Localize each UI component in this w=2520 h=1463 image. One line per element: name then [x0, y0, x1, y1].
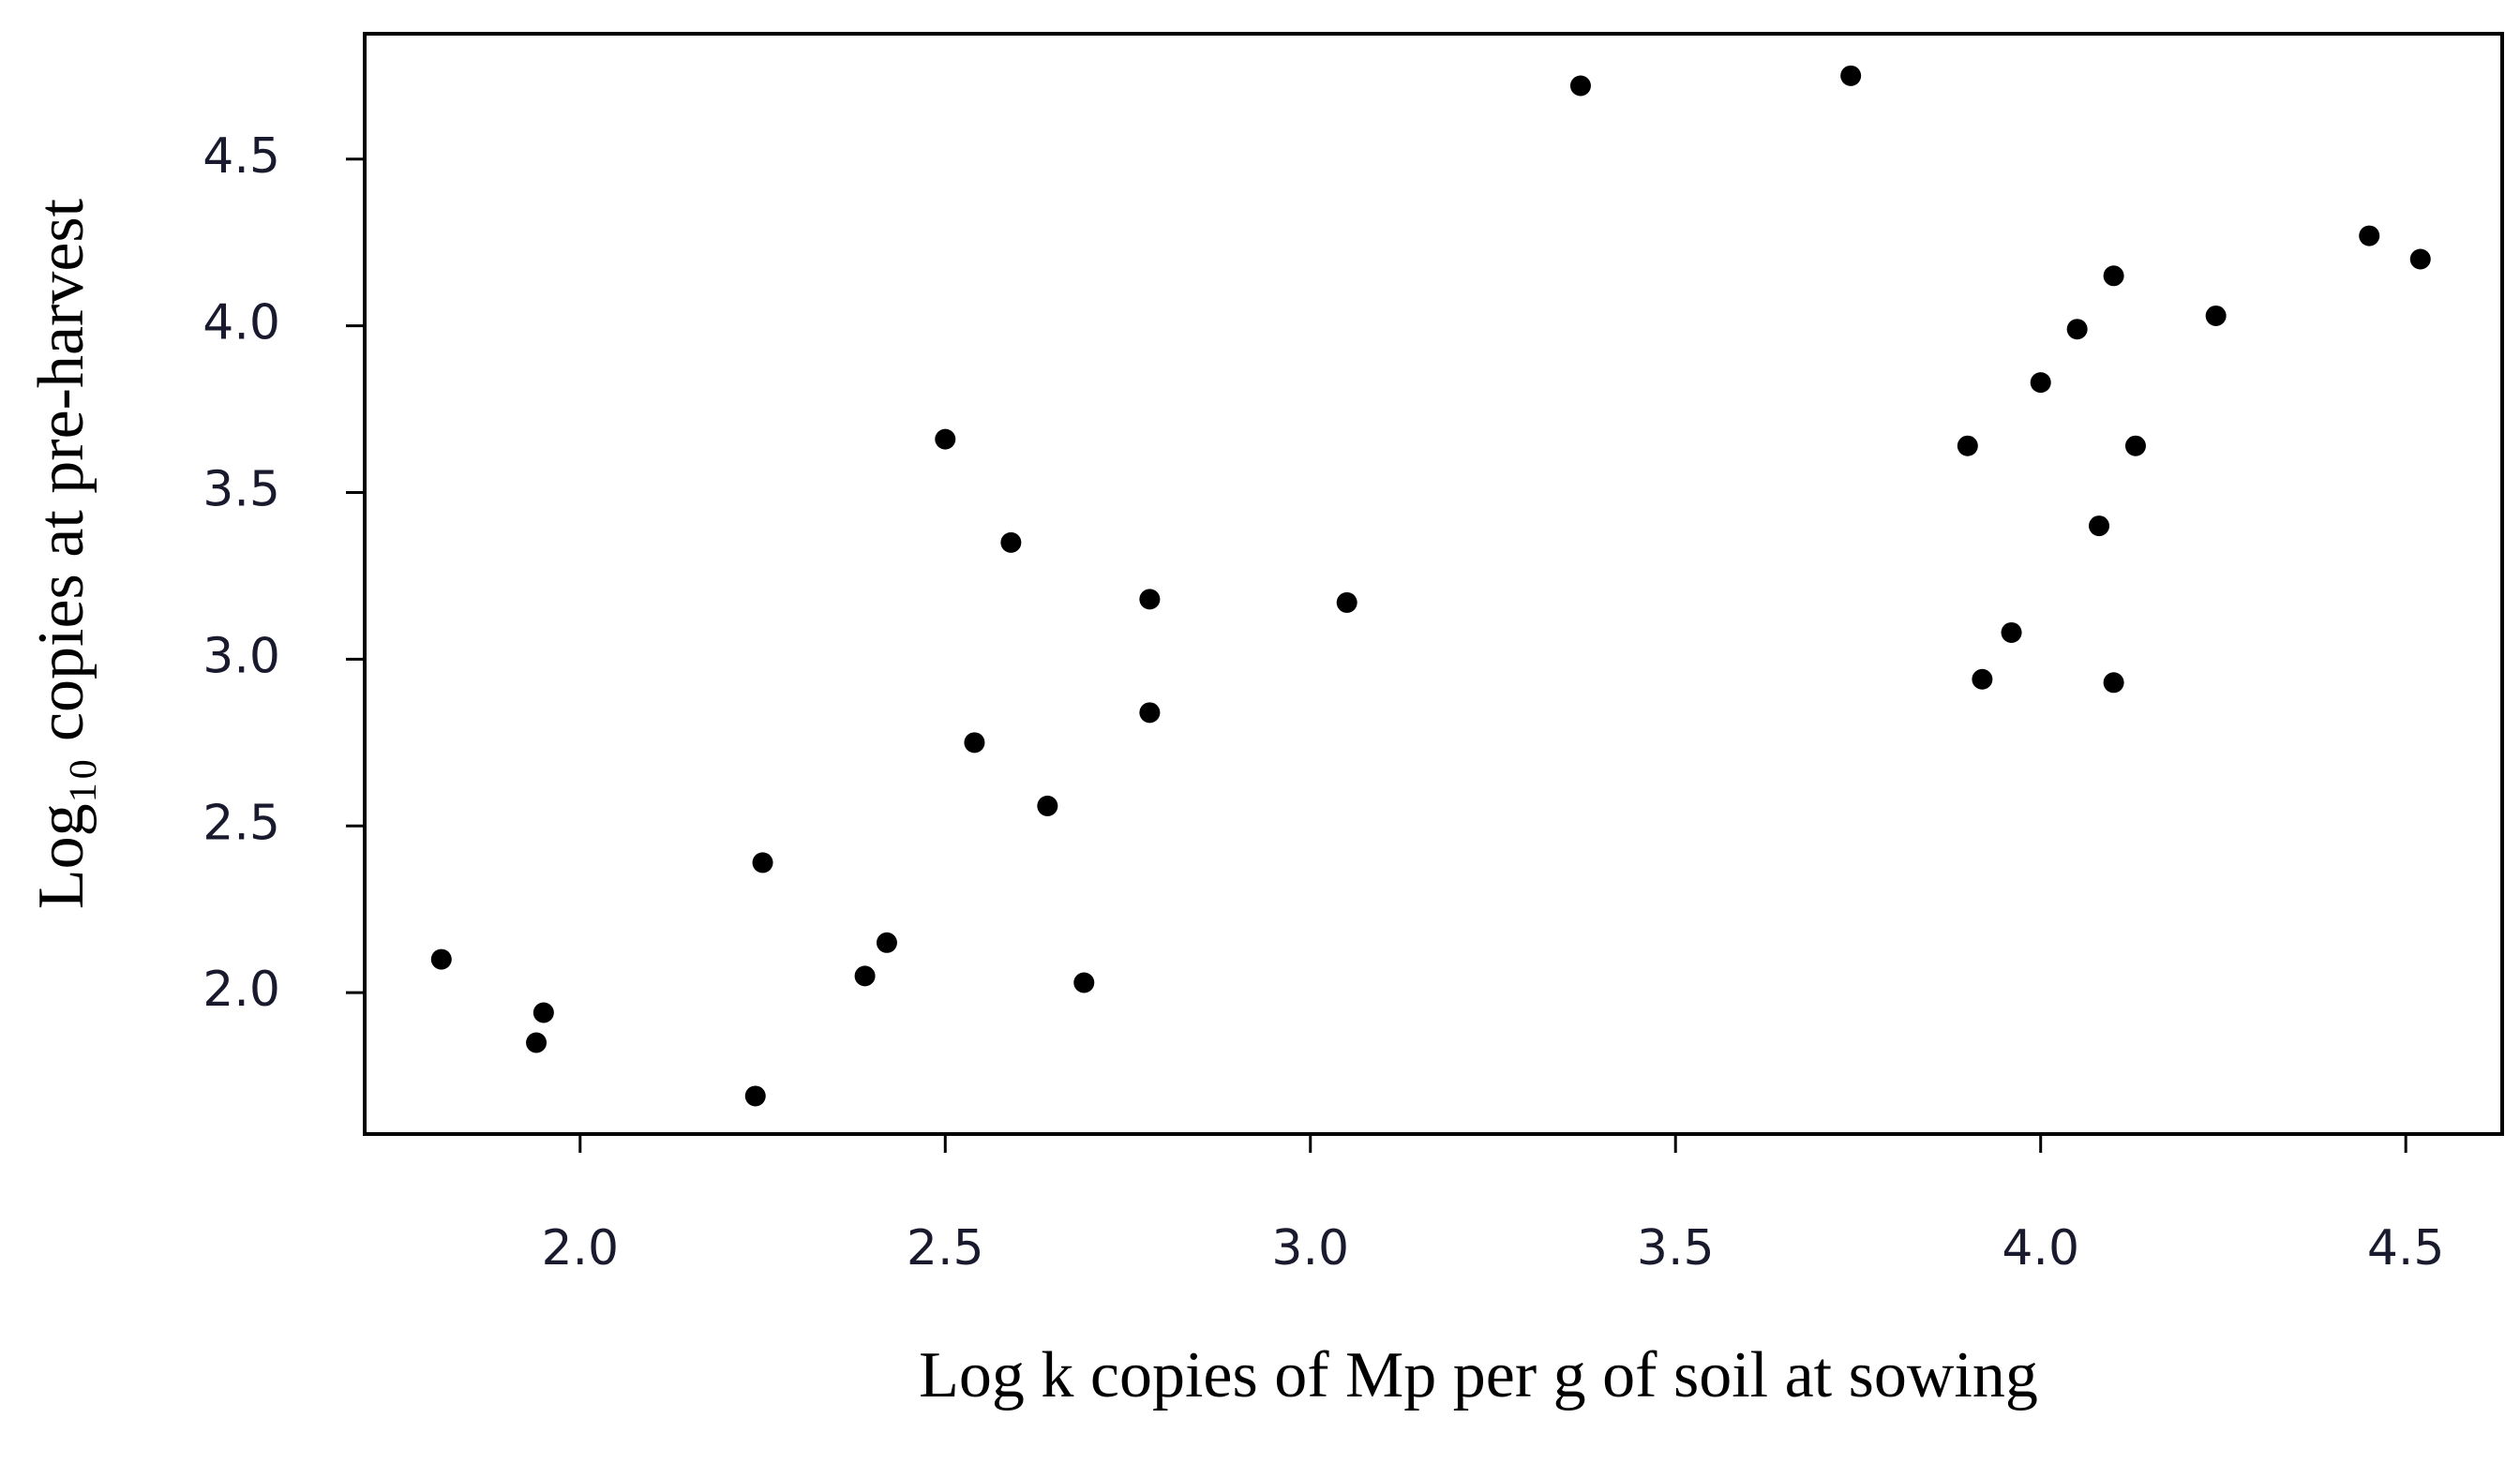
- point: [532, 1002, 554, 1023]
- x-tick-label: 3.0: [1271, 1220, 1349, 1276]
- x-tick-label: 4.0: [2002, 1220, 2079, 1276]
- plot-frame: [363, 32, 2504, 1136]
- y-tick-label: 3.5: [202, 462, 280, 518]
- point: [2103, 672, 2124, 694]
- point: [1037, 795, 1058, 816]
- point: [1972, 668, 1993, 690]
- y-tick-label: 2.0: [202, 962, 280, 1018]
- point: [1957, 435, 1978, 456]
- point: [2205, 305, 2227, 326]
- point: [2089, 515, 2110, 537]
- point: [1139, 589, 1161, 610]
- point: [1840, 65, 1862, 86]
- x-tick-label: 4.5: [2367, 1220, 2445, 1276]
- point: [1569, 75, 1591, 97]
- y-tick-label: 2.5: [202, 795, 280, 851]
- y-tick-label: 3.0: [202, 628, 280, 684]
- y-axis-title: Log₁₀ copies at pre-harvest: [25, 198, 98, 909]
- x-tick-label: 2.5: [907, 1220, 984, 1276]
- point: [876, 932, 897, 953]
- point: [964, 732, 985, 754]
- point: [1000, 531, 1022, 553]
- point: [744, 1085, 766, 1107]
- point: [430, 948, 452, 970]
- point: [1073, 972, 1095, 993]
- point: [2030, 372, 2051, 394]
- x-tick-label: 3.5: [1637, 1220, 1715, 1276]
- point: [2103, 265, 2124, 287]
- point: [2066, 319, 2088, 340]
- x-axis-title: Log k copies of Mp per g of soil at sowi…: [919, 1339, 2038, 1411]
- x-tick-label: 2.0: [541, 1220, 619, 1276]
- point: [854, 965, 876, 987]
- point: [2359, 225, 2380, 246]
- y-tick-label: 4.0: [202, 295, 280, 351]
- point: [526, 1032, 548, 1053]
- point: [752, 852, 773, 873]
- point: [2124, 435, 2146, 456]
- point: [2001, 621, 2022, 643]
- point: [2409, 248, 2431, 270]
- y-tick-label: 4.5: [202, 128, 280, 185]
- point: [1336, 591, 1358, 613]
- point: [1139, 702, 1161, 724]
- point: [935, 428, 956, 450]
